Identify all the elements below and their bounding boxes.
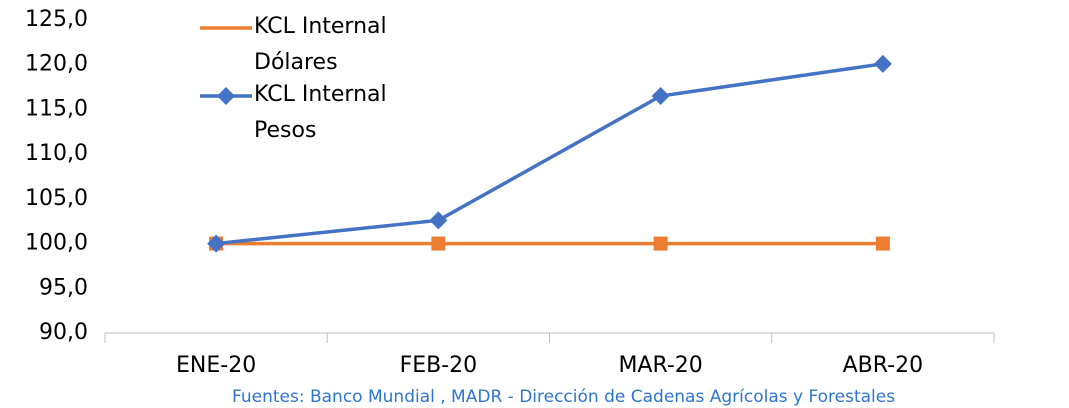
x-tick-label: MAR-20	[618, 353, 702, 378]
legend-label: KCL Internal Pesos	[254, 82, 387, 143]
series-line	[215, 62, 884, 246]
y-tick-label: 100,0	[25, 231, 88, 256]
marker	[873, 54, 892, 73]
y-tick-label: 120,0	[25, 52, 88, 77]
y-tick-label: 115,0	[25, 96, 88, 121]
marker	[653, 236, 668, 251]
marker	[207, 234, 226, 253]
legend-label: KCL Internal Dólares	[254, 14, 387, 75]
legend-marker	[217, 87, 235, 105]
x-tick-label: FEB-20	[400, 353, 478, 378]
y-tick-label: 105,0	[25, 186, 88, 211]
y-tick-label: 95,0	[39, 275, 88, 300]
marker	[875, 236, 890, 251]
marker	[651, 87, 670, 106]
source: Fuentes: Banco Mundial , MADR - Direcció…	[232, 387, 895, 407]
y-tick-label: 110,0	[25, 141, 88, 166]
x-tick-label: ENE-20	[176, 353, 256, 378]
marker	[431, 236, 446, 251]
x-tick-label: ABR-20	[843, 353, 923, 378]
y-tick-label: 125,0	[25, 7, 88, 32]
marker	[429, 211, 448, 230]
y-tick-label: 90,0	[39, 320, 88, 345]
